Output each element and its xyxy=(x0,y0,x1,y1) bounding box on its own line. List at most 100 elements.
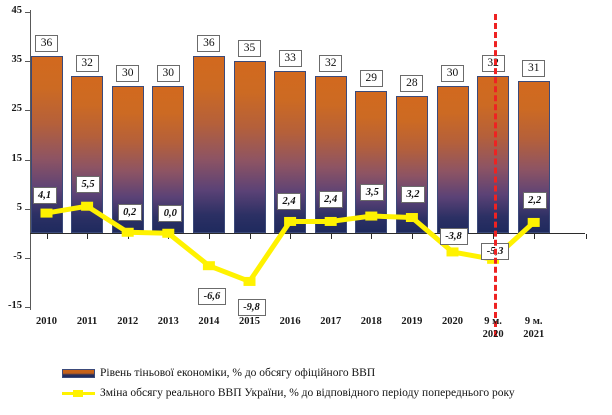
line-marker xyxy=(527,217,540,227)
line-marker xyxy=(40,208,53,218)
x-axis-label-line: 9 м. xyxy=(484,316,502,327)
y-tick xyxy=(25,61,31,63)
x-axis-label-line: 2021 xyxy=(523,329,545,340)
bar xyxy=(355,90,388,234)
line-value-label: 2,4 xyxy=(318,191,343,209)
x-axis-label-line: 2013 xyxy=(157,316,179,327)
x-axis-label: 2012 xyxy=(105,315,151,328)
bar-value-label: 29 xyxy=(359,69,383,87)
bar-value-label: 32 xyxy=(75,54,99,72)
bar xyxy=(395,95,428,234)
x-axis-label: 2020 xyxy=(430,315,476,328)
x-tick xyxy=(87,234,89,239)
x-tick xyxy=(330,234,332,239)
x-tick xyxy=(493,234,495,239)
legend-item-shadow-economy: Рівень тіньової економіки, % до обсягу о… xyxy=(62,364,375,382)
x-axis-label-line: 9 м. xyxy=(524,316,543,327)
y-tick xyxy=(25,307,31,308)
y-tick-label: 15 xyxy=(11,152,23,164)
line-marker xyxy=(81,201,94,211)
line-marker xyxy=(202,261,215,271)
bar-value-label: 32 xyxy=(481,54,505,72)
bar xyxy=(436,85,469,234)
y-tick xyxy=(25,159,31,161)
x-axis-label: 2013 xyxy=(145,315,191,328)
x-tick xyxy=(371,234,373,239)
y-tick xyxy=(25,257,31,259)
line-marker xyxy=(446,247,459,257)
legend-item-gdp-change: Зміна обсягу реального ВВП України, % до… xyxy=(62,384,515,402)
bar-value-label: 36 xyxy=(197,35,221,53)
bar-value-label: 30 xyxy=(156,64,180,82)
bar xyxy=(477,75,510,234)
line-marker xyxy=(162,228,175,238)
x-axis-label: 2017 xyxy=(308,315,354,328)
x-axis-label: 9 м. 2020 xyxy=(470,315,516,341)
line-value-label: 2,2 xyxy=(522,192,547,210)
bar-value-label: 35 xyxy=(238,40,261,58)
line-value-label: 2,4 xyxy=(277,193,302,211)
bar-value-label: 30 xyxy=(116,64,140,82)
line-value-label: 0,2 xyxy=(117,204,142,222)
y-tick-label: 35 xyxy=(11,54,23,66)
y-tick-label: 5 xyxy=(16,201,22,213)
x-axis-label-line: 2012 xyxy=(117,316,139,327)
x-tick xyxy=(249,234,251,239)
x-tick xyxy=(46,234,48,239)
bar-value-label: 30 xyxy=(441,64,464,82)
bar-value-label: 33 xyxy=(278,50,302,67)
y-tick xyxy=(25,12,31,13)
line-value-label: 3,5 xyxy=(360,184,385,202)
y-tick xyxy=(25,208,31,210)
bar-value-label: 32 xyxy=(319,54,343,72)
x-axis-label-line: 2020 xyxy=(482,329,504,340)
y-tick-label: -15 xyxy=(8,300,22,311)
line-value-label: -6,6 xyxy=(197,287,226,305)
x-axis-label: 9 м. 2021 xyxy=(511,315,557,341)
x-axis-label-line: 2014 xyxy=(198,316,220,327)
bar xyxy=(192,56,225,234)
x-axis-label-line: 2019 xyxy=(401,316,423,327)
legend-label-shadow-economy: Рівень тіньової економіки, % до обсягу о… xyxy=(100,367,376,379)
x-axis-label: 2011 xyxy=(64,315,110,328)
line-marker xyxy=(121,227,134,237)
x-axis-label: 2016 xyxy=(267,315,313,328)
x-axis-label: 2018 xyxy=(348,315,394,328)
legend-label-gdp-change: Зміна обсягу реального ВВП України, % до… xyxy=(100,387,515,399)
line-marker xyxy=(284,216,297,226)
x-tick xyxy=(411,234,413,239)
chart-legend: Рівень тіньової економіки, % до обсягу о… xyxy=(0,362,612,415)
y-tick xyxy=(25,110,31,112)
plot-area: 45 35 25 15 5 -5 -15 36 32 30 30 36 35 33 32 29 28 30 32 3… xyxy=(8,5,587,341)
x-axis-label-line: 2018 xyxy=(360,316,382,327)
x-axis-label-line: 2011 xyxy=(76,316,98,327)
bar-swatch-icon xyxy=(62,368,95,378)
line-marker xyxy=(365,211,378,221)
line-swatch-marker xyxy=(73,389,83,397)
bar-value-label: 31 xyxy=(522,59,546,77)
line-value-label: 0,0 xyxy=(158,205,183,223)
y-tick-label: 25 xyxy=(11,103,23,115)
x-axis-label-line: 2015 xyxy=(239,316,260,327)
zero-baseline xyxy=(30,233,585,234)
y-tick-label: -5 xyxy=(13,250,22,262)
x-axis-label-line: 2020 xyxy=(442,316,463,327)
x-axis-label: 2015 xyxy=(227,315,273,328)
line-value-label: -3,8 xyxy=(439,227,468,245)
x-tick-end xyxy=(585,234,587,239)
y-tick-label: 45 xyxy=(11,5,23,16)
x-axis-label: 2014 xyxy=(186,315,232,328)
bar-value-label: 28 xyxy=(400,74,424,92)
x-axis-label: 2010 xyxy=(24,315,70,328)
line-marker xyxy=(405,213,418,223)
period-separator-line xyxy=(494,14,497,336)
x-tick xyxy=(208,234,210,239)
line-value-label: 3,2 xyxy=(400,185,425,203)
line-marker xyxy=(324,216,337,226)
line-marker xyxy=(243,276,256,286)
bar xyxy=(233,61,266,234)
line-swatch-icon xyxy=(62,389,95,398)
line-value-label: -9,8 xyxy=(237,299,266,317)
line-value-label: 5,5 xyxy=(76,176,101,194)
